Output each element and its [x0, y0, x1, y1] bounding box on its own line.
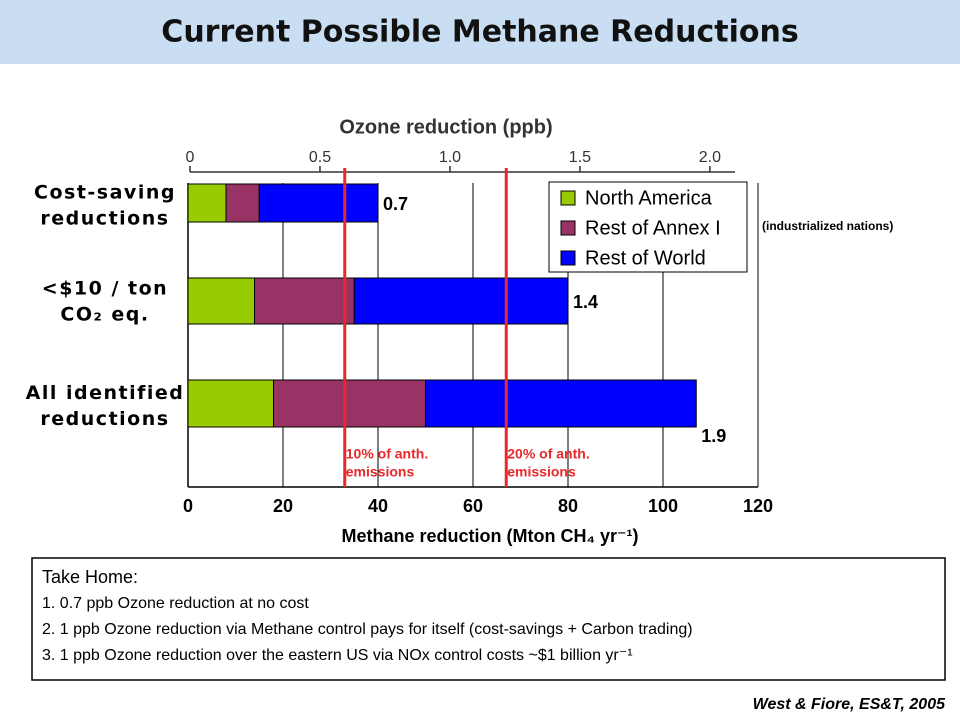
x-tick-label: 20 — [273, 496, 293, 516]
citation: West & Fiore, ES&T, 2005 — [753, 696, 946, 713]
title-banner — [0, 0, 960, 64]
ozone-label: 1.9 — [701, 426, 726, 446]
x-tick-label: 0 — [183, 496, 193, 516]
legend-note: (industrialized nations) — [762, 219, 893, 233]
top-tick-label: 0 — [186, 149, 195, 166]
reference-label: emissions — [507, 464, 576, 480]
x-axis-label: Methane reduction (Mton CH₄ yr⁻¹) — [341, 526, 638, 546]
category-label: All identified — [26, 382, 185, 404]
legend-label: Rest of World — [585, 247, 706, 269]
take-home-title: Take Home: — [42, 567, 138, 587]
x-tick-label: 60 — [463, 496, 483, 516]
bar-segment — [425, 379, 697, 428]
category-label: Cost-saving — [34, 182, 176, 204]
ozone-label: 1.4 — [573, 292, 598, 312]
bar-segment — [258, 183, 379, 223]
top-tick-label: 1.5 — [569, 149, 591, 166]
legend-label: Rest of Annex I — [585, 217, 721, 239]
reference-label: 20% of anth. — [507, 446, 589, 462]
legend-label: North America — [585, 187, 713, 209]
x-tick-label: 100 — [648, 496, 678, 516]
bar-segment — [273, 379, 426, 428]
bar-segment — [187, 379, 274, 428]
bar-segment — [225, 183, 260, 223]
category-label: CO₂ eq. — [60, 304, 149, 326]
x-tick-label: 80 — [558, 496, 578, 516]
category-label: <$10 / ton — [42, 278, 168, 300]
category-label: reductions — [40, 208, 169, 230]
top-tick-label: 2.0 — [699, 149, 721, 166]
x-tick-label: 40 — [368, 496, 388, 516]
take-home-item: 1. 0.7 ppb Ozone reduction at no cost — [42, 595, 309, 612]
take-home-item: 3. 1 ppb Ozone reduction over the easter… — [42, 647, 633, 664]
legend-swatch — [560, 190, 576, 206]
reference-label: emissions — [346, 464, 415, 480]
top-tick-label: 1.0 — [439, 149, 461, 166]
slide-title: Current Possible Methane Reductions — [161, 15, 798, 50]
take-home-box — [31, 557, 946, 681]
ozone-label: 0.7 — [383, 194, 408, 214]
legend-box — [548, 181, 748, 273]
top-tick-label: 0.5 — [309, 149, 331, 166]
take-home-item: 2. 1 ppb Ozone reduction via Methane con… — [42, 621, 693, 638]
bar-segment — [187, 277, 255, 325]
bar-segment — [353, 277, 569, 325]
bar-segment — [254, 277, 355, 325]
legend-swatch — [560, 250, 576, 266]
top-axis-title: Ozone reduction (ppb) — [339, 116, 552, 138]
reference-label: 10% of anth. — [346, 446, 428, 462]
bar-segment — [187, 183, 227, 223]
category-label: reductions — [40, 408, 169, 430]
x-tick-label: 120 — [743, 496, 773, 516]
legend-swatch — [560, 220, 576, 236]
